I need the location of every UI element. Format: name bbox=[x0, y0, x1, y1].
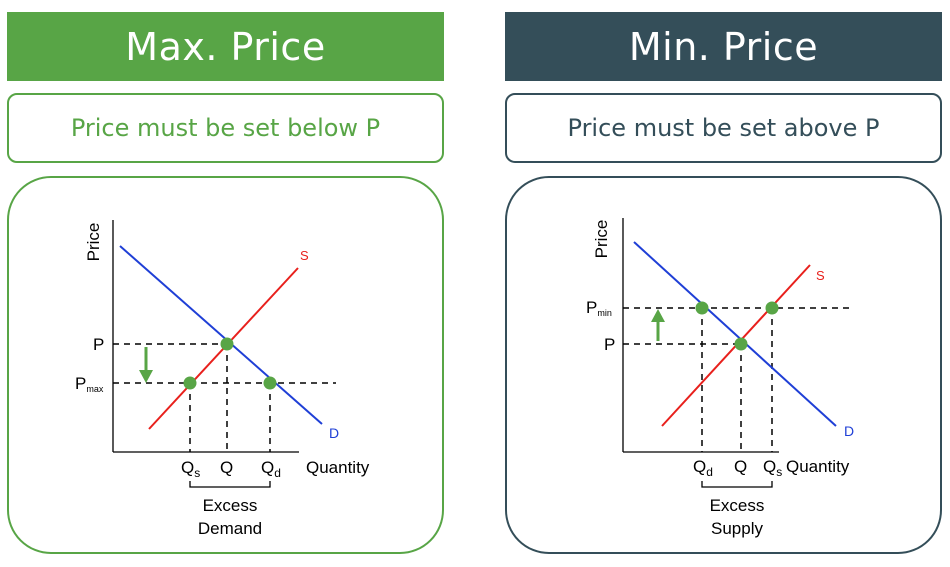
y-axis-label: Price bbox=[84, 223, 103, 262]
max-price-panel: Max. Price Price must be set below P Pri… bbox=[7, 0, 444, 567]
demand-curve bbox=[633, 241, 837, 427]
quantity-supplied-point bbox=[765, 301, 779, 315]
supply-label: S bbox=[816, 268, 825, 283]
arrow-down-icon bbox=[139, 370, 153, 383]
max-price-subtitle: Price must be set below P bbox=[7, 93, 444, 163]
price-label: P bbox=[604, 335, 615, 354]
quantity-supplied-point bbox=[183, 376, 197, 390]
price-min-label: Pmin bbox=[586, 298, 612, 318]
equilibrium-point bbox=[220, 337, 234, 351]
min-price-diagram: Price Quantity S D Pmin P Qd bbox=[586, 218, 854, 538]
quantity-demanded-point bbox=[695, 301, 709, 315]
excess-label-line1: Excess bbox=[203, 496, 258, 515]
excess-bracket bbox=[189, 481, 271, 488]
q-label: Q bbox=[734, 457, 747, 476]
qd-label: Qd bbox=[261, 458, 281, 480]
max-price-chart-box: Price Quantity S D P Pmax Qs bbox=[7, 176, 444, 554]
max-price-title: Max. Price bbox=[7, 12, 444, 81]
qs-label: Qs bbox=[181, 458, 200, 480]
y-axis-label: Price bbox=[592, 220, 611, 259]
excess-bracket bbox=[701, 481, 773, 488]
max-price-diagram: Price Quantity S D P Pmax Qs bbox=[75, 220, 370, 538]
min-price-title: Min. Price bbox=[505, 12, 942, 81]
excess-label-line1: Excess bbox=[710, 496, 765, 515]
min-price-subtitle: Price must be set above P bbox=[505, 93, 942, 163]
excess-label-line2: Supply bbox=[711, 519, 763, 538]
x-axis-label: Quantity bbox=[306, 458, 370, 477]
excess-label-line2: Demand bbox=[198, 519, 262, 538]
price-max-label: Pmax bbox=[75, 374, 104, 394]
arrow-up-icon bbox=[651, 309, 665, 322]
q-label: Q bbox=[220, 458, 233, 477]
quantity-demanded-point bbox=[263, 376, 277, 390]
x-axis-label: Quantity bbox=[786, 457, 850, 476]
min-price-chart-box: Price Quantity S D Pmin P Qd bbox=[505, 176, 942, 554]
price-label: P bbox=[93, 335, 104, 354]
demand-label: D bbox=[329, 425, 339, 441]
supply-label: S bbox=[300, 248, 309, 263]
qs-label: Qs bbox=[763, 457, 782, 479]
equilibrium-point bbox=[734, 337, 748, 351]
demand-curve bbox=[119, 245, 323, 425]
qd-label: Qd bbox=[693, 457, 713, 479]
demand-label: D bbox=[844, 423, 854, 439]
min-price-panel: Min. Price Price must be set above P Pri… bbox=[505, 0, 942, 567]
